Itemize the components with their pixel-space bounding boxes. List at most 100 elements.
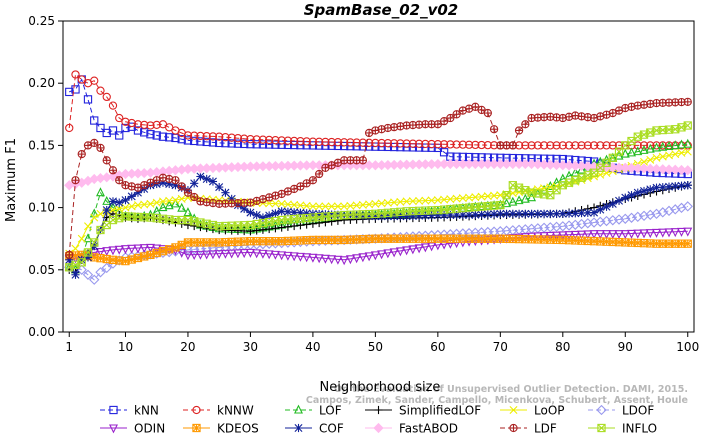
- data-point: [402, 246, 412, 256]
- x-tick-label: 80: [555, 340, 570, 354]
- data-point: [546, 141, 555, 150]
- data-point: [471, 193, 480, 202]
- data-point: [620, 230, 630, 240]
- data-point: [602, 230, 612, 240]
- legend-marker: [192, 423, 201, 433]
- data-point: [676, 202, 687, 214]
- data-point: [252, 210, 261, 220]
- data-point: [658, 141, 668, 151]
- data-point: [127, 118, 136, 128]
- x-tick-label: 1: [65, 340, 73, 354]
- data-point: [277, 207, 286, 216]
- data-point: [90, 238, 99, 247]
- data-point: [233, 139, 243, 148]
- data-point: [608, 230, 618, 240]
- data-point: [177, 182, 186, 191]
- data-point: [396, 122, 405, 131]
- data-point: [283, 222, 293, 231]
- data-point: [564, 231, 574, 241]
- data-point: [552, 209, 561, 218]
- data-point: [408, 245, 418, 255]
- data-point: [308, 253, 318, 263]
- data-point: [396, 142, 405, 152]
- legend-label: INFLO: [622, 422, 657, 434]
- data-point: [189, 251, 199, 261]
- data-point: [77, 75, 86, 84]
- x-tick-label: 90: [618, 340, 633, 354]
- data-point: [133, 120, 143, 129]
- data-point: [289, 252, 299, 262]
- legend-marker: [109, 424, 118, 434]
- data-point: [171, 196, 180, 205]
- data-point: [483, 141, 492, 150]
- data-point: [396, 197, 405, 206]
- data-point: [270, 250, 280, 260]
- data-point: [446, 195, 455, 204]
- legend-label: LoOP: [534, 404, 565, 418]
- data-point: [352, 201, 361, 210]
- data-point: [77, 149, 86, 159]
- data-point: [633, 188, 642, 197]
- data-point: [77, 234, 86, 243]
- data-point: [577, 112, 586, 121]
- data-point: [427, 242, 437, 252]
- data-point: [140, 120, 149, 130]
- legend-label: FastABOD: [399, 422, 458, 434]
- data-point: [652, 141, 661, 150]
- series-line: [68, 101, 688, 255]
- data-point: [245, 248, 255, 258]
- data-point: [202, 137, 211, 147]
- data-point: [446, 140, 455, 149]
- legend-marker: [509, 423, 518, 433]
- data-point: [95, 248, 105, 257]
- data-point: [240, 139, 249, 149]
- legend-marker: [109, 405, 118, 415]
- data-point: [65, 87, 74, 97]
- data-point: [221, 188, 230, 197]
- data-point: [627, 229, 637, 239]
- data-point: [345, 255, 355, 265]
- data-point: [421, 196, 430, 205]
- x-tick-label: 20: [180, 340, 195, 354]
- series-kdeos: [65, 234, 692, 266]
- data-point: [596, 141, 605, 150]
- data-point: [258, 194, 268, 204]
- data-point: [71, 176, 80, 185]
- legend-label: kNN: [134, 404, 159, 418]
- legend-item-knnw: kNNW: [183, 404, 254, 418]
- data-point: [102, 92, 111, 102]
- legend-marker: [597, 423, 606, 433]
- data-point: [333, 138, 343, 147]
- legend-marker: [192, 405, 201, 415]
- data-point: [258, 140, 268, 149]
- data-point: [514, 126, 524, 135]
- data-point: [671, 125, 680, 134]
- data-point: [652, 228, 662, 238]
- data-point: [283, 251, 293, 261]
- data-point: [465, 193, 474, 202]
- data-point: [89, 274, 100, 285]
- data-point: [196, 131, 205, 141]
- data-point: [108, 206, 117, 215]
- data-point: [84, 222, 92, 231]
- data-point: [221, 133, 230, 142]
- watermark-line-2: Campos, Zimek, Sander, Campello, Micenko…: [306, 395, 688, 406]
- data-point: [152, 244, 162, 254]
- data-point: [533, 141, 542, 150]
- series-knnw: [65, 70, 692, 150]
- data-point: [395, 247, 405, 257]
- data-point: [133, 244, 143, 254]
- data-point: [271, 209, 280, 218]
- y-tick-label: 0.05: [28, 263, 55, 277]
- data-point: [252, 140, 261, 149]
- data-point: [533, 232, 543, 242]
- data-point: [321, 137, 330, 147]
- data-point: [114, 245, 124, 255]
- y-tick-label: 0.10: [28, 201, 55, 215]
- data-point: [327, 255, 337, 265]
- data-point: [108, 126, 118, 135]
- data-point: [71, 85, 80, 94]
- data-point: [339, 141, 349, 151]
- legend-label: ODIN: [134, 422, 165, 434]
